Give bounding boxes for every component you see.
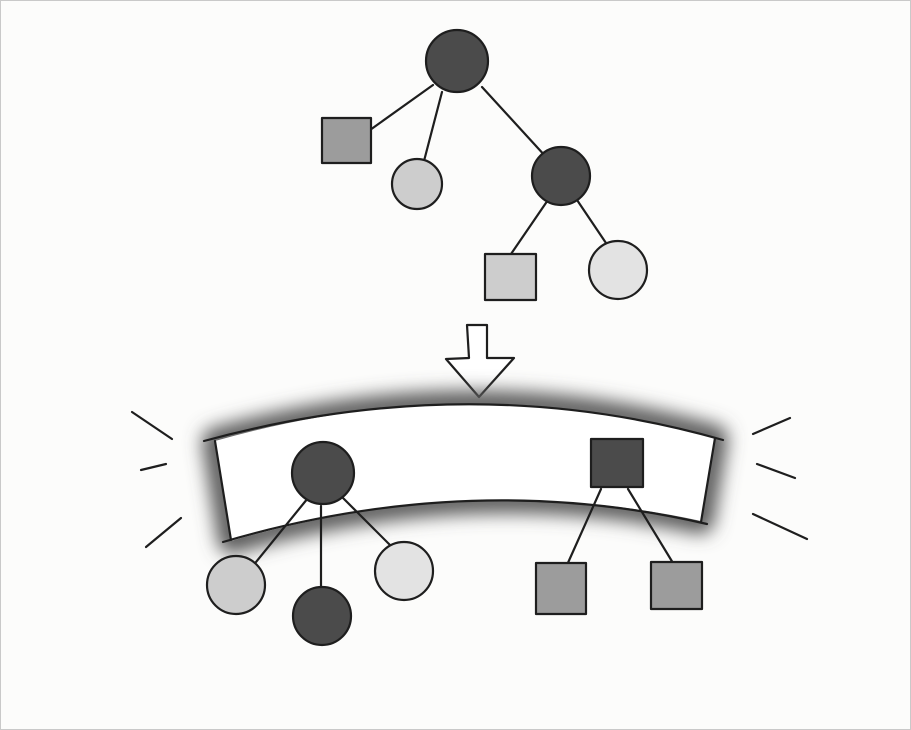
edge-band-circle-to-pale — [341, 496, 394, 549]
source-dark-circle-node — [530, 145, 592, 207]
glowing-band — [202, 390, 728, 554]
band-circle-light-leaf — [205, 554, 267, 616]
source-tree-edges — [368, 83, 610, 256]
edge-dark-circle-to-square — [509, 195, 552, 256]
edge-band-square-to-right — [626, 487, 675, 565]
band-top-edge — [202, 403, 725, 443]
band-square-root-node — [589, 437, 645, 489]
source-pale-circle-node — [587, 239, 649, 301]
emphasis-line-left-bottom — [144, 516, 183, 549]
edge-root-to-square — [368, 83, 435, 132]
band-left-edge — [213, 439, 233, 542]
result-tree-squares — [534, 437, 704, 616]
emphasis-lines — [130, 410, 809, 549]
emphasis-line-left-top — [130, 410, 174, 441]
band-circle-dark-leaf — [291, 585, 353, 647]
band-circle-pale-leaf — [373, 540, 435, 602]
edge-band-circle-to-light — [250, 496, 310, 569]
source-root-node — [424, 28, 490, 94]
edge-root-to-dark-circle — [480, 85, 549, 160]
edge-band-square-to-left — [565, 487, 603, 567]
source-leaf-square-node — [483, 252, 538, 302]
emphasis-line-right-top — [751, 416, 792, 436]
down-arrow-outline — [444, 323, 516, 399]
band-square-left-leaf — [534, 561, 588, 616]
result-tree-circles — [205, 440, 435, 647]
band-square-right-leaf — [649, 560, 704, 611]
source-tree — [320, 28, 649, 302]
band-right-edge — [699, 436, 717, 524]
source-light-circle-node — [390, 157, 444, 211]
source-square-node — [320, 116, 373, 165]
band-body — [215, 403, 715, 541]
emphasis-line-right-middle — [755, 462, 797, 480]
edge-root-to-light-circle — [422, 90, 444, 163]
emphasis-line-left-middle — [139, 462, 168, 472]
down-arrow — [444, 323, 516, 399]
source-tree-nodes — [320, 28, 649, 302]
edge-dark-circle-to-pale-circle — [573, 195, 610, 248]
emphasis-line-right-bottom — [751, 512, 809, 541]
band-circle-root-node — [290, 440, 356, 506]
